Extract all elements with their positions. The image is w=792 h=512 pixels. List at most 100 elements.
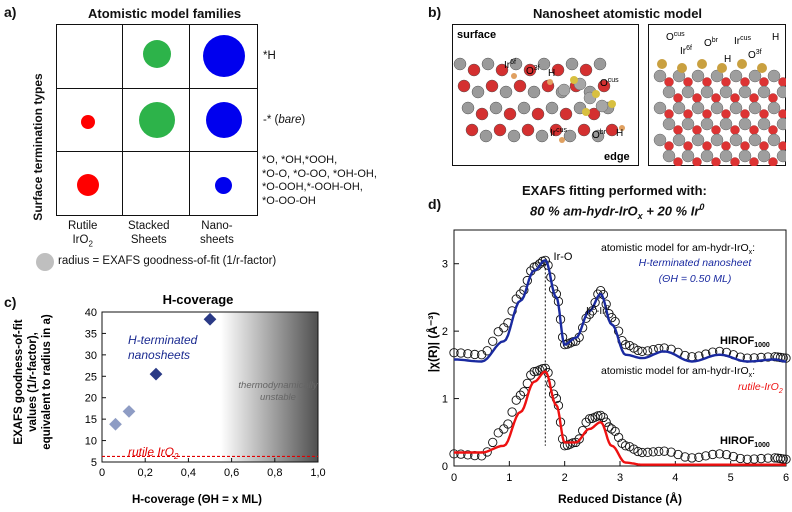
data-circle (673, 449, 683, 460)
chart-d-ylabel: |χ(R)| (Å⁻³) (425, 312, 440, 373)
top-atom-ir (748, 101, 762, 115)
side-atom (559, 107, 573, 121)
lower-sample-label: HIROF1000 (720, 435, 770, 449)
data-circle (742, 454, 752, 464)
chart-c-frame (101, 311, 319, 463)
data-circle (449, 449, 459, 459)
side-atom (485, 79, 499, 93)
top-atom-o (673, 125, 683, 135)
y-tick-label: 2 (442, 326, 448, 338)
y-tick-label: 5 (91, 457, 97, 469)
surface-label: surface (457, 29, 496, 41)
data-circle (620, 441, 631, 451)
x-tick-label: 4 (672, 472, 678, 484)
data-circle (654, 446, 664, 457)
top-atom-ir (700, 149, 714, 163)
y-tick-label: 25 (85, 371, 97, 383)
top-atom-o (683, 141, 693, 151)
top-atom-ir (738, 85, 752, 99)
dot-stacked-bare (139, 102, 175, 138)
side-atom (579, 63, 593, 77)
data-circle (637, 447, 647, 458)
y-tick-label: 0 (442, 461, 448, 473)
side-atom (493, 123, 507, 137)
side-atom-o3f (582, 108, 590, 116)
legend-gray-dot (36, 253, 54, 271)
top-atom-ir (767, 101, 781, 115)
side-atom (507, 129, 521, 143)
data-circle (515, 390, 526, 400)
data-circle (610, 426, 620, 437)
dot-nano-O (215, 177, 232, 194)
side-atom (537, 57, 551, 71)
data-circle (763, 352, 773, 362)
top-atom-ir (748, 69, 762, 83)
svg-text:equivalent to radius in a): equivalent to radius in a) (41, 314, 53, 450)
side-atom (577, 123, 591, 137)
column-label-stacked: Stacked Sheets (128, 220, 170, 246)
data-point (149, 367, 163, 381)
top-atom-ir (719, 85, 733, 99)
data-point (203, 312, 217, 326)
top-atom-surface (697, 59, 707, 69)
panel-d-title-1: EXAFS fitting performed with: (522, 183, 707, 198)
data-circle (643, 346, 653, 356)
dot-nano-bare (206, 102, 242, 138)
side-atom (597, 79, 611, 93)
top-atom-o (778, 109, 786, 119)
top-atom-ir (710, 133, 724, 147)
top-atom-ir (757, 117, 771, 131)
top-atom-ir (691, 101, 705, 115)
data-circle (449, 348, 459, 358)
top-atom-ir (738, 149, 752, 163)
label-h2-right: H (724, 54, 731, 65)
data-circle (620, 339, 631, 350)
data-circle (714, 449, 725, 459)
top-atom-ir (710, 69, 724, 83)
annotation-line-1: H-terminated (128, 333, 198, 347)
data-circle (540, 255, 550, 265)
label-h1-left: H (548, 68, 555, 79)
side-atom (453, 57, 467, 71)
x-tick-label: 0,2 (138, 467, 153, 479)
side-atom-h (559, 137, 565, 143)
top-atom-o (711, 157, 721, 166)
top-atom-o (749, 93, 759, 103)
top-atom-ir (662, 85, 676, 99)
side-atom-h (547, 79, 553, 85)
x-tick-label: 0,8 (267, 467, 282, 479)
data-circle (610, 316, 620, 327)
y-tick-label: 15 (85, 414, 97, 426)
data-circle (735, 453, 745, 464)
top-atom-ir (776, 117, 786, 131)
data-circle (493, 428, 503, 438)
data-circle (488, 336, 498, 346)
top-atom-o (768, 125, 778, 135)
fit-line (454, 370, 786, 466)
side-atom (513, 79, 527, 93)
side-atom (605, 123, 619, 137)
data-circle (781, 353, 791, 363)
data-circle (778, 454, 788, 464)
nanosheet-side-view: surface edge Ir6f O3f H Ocus Ircus Obr H (452, 24, 639, 166)
x-tick-label: 2 (562, 472, 568, 484)
rutile-label: rutile IrO2 (128, 445, 179, 461)
top-atom-ir (719, 117, 733, 131)
top-atom-o (692, 125, 702, 135)
side-atom (467, 63, 481, 77)
data-circle (470, 349, 480, 360)
edge-label: edge (604, 151, 630, 163)
side-atom (465, 123, 479, 137)
side-atom (481, 57, 495, 71)
dot-stacked-H (143, 40, 171, 68)
upper-coverage: (ΘH = 0.50 ML) (659, 273, 732, 285)
x-tick-label: 3 (617, 472, 623, 484)
top-atom-o (664, 109, 674, 119)
data-circle (507, 407, 517, 417)
top-atom-o (740, 109, 750, 119)
y-tick-label: 20 (85, 393, 97, 405)
top-atom-ir (681, 85, 695, 99)
label-h1-right: H (772, 32, 779, 43)
dot-rutile-O (77, 174, 99, 196)
y-tick-label: 35 (85, 328, 97, 340)
